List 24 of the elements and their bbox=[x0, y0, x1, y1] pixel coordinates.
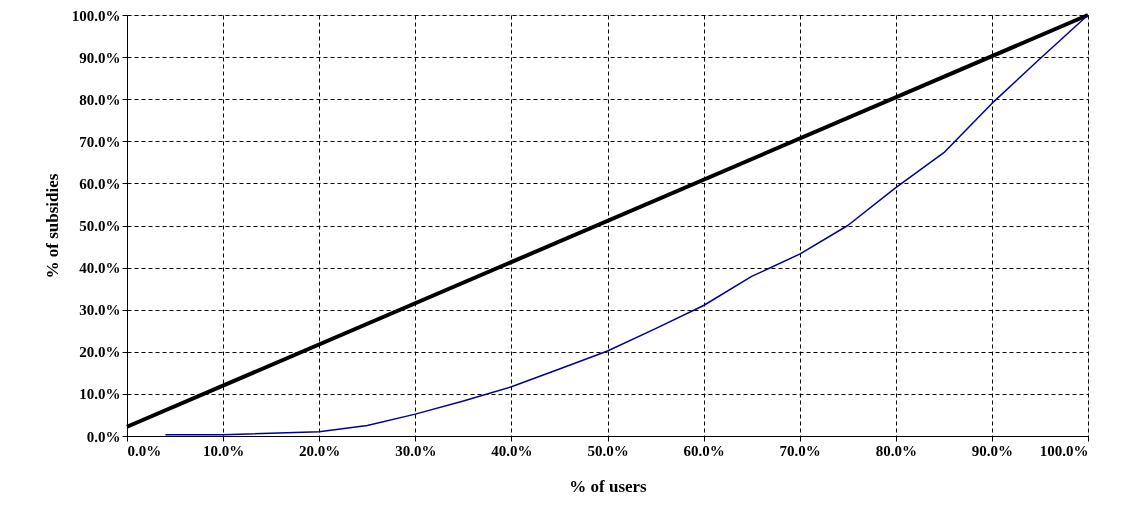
y-tick-label: 90.0% bbox=[79, 49, 121, 66]
y-tick-label: 0.0% bbox=[86, 428, 121, 445]
y-axis-title: % of subsidies bbox=[42, 173, 62, 279]
y-tick-label: 20.0% bbox=[79, 344, 121, 361]
x-tick-label: 100.0% bbox=[1039, 442, 1089, 459]
x-tick-label: 40.0% bbox=[491, 442, 533, 459]
y-tick-label: 80.0% bbox=[79, 91, 121, 108]
y-tick-label: 10.0% bbox=[79, 386, 121, 403]
y-tick-label: 70.0% bbox=[79, 133, 121, 150]
x-tick-label: 20.0% bbox=[299, 442, 341, 459]
y-tick-label: 50.0% bbox=[79, 218, 121, 234]
x-tick-label: 0.0% bbox=[127, 442, 162, 459]
y-tick-label: 40.0% bbox=[79, 260, 121, 277]
x-tick-label: 60.0% bbox=[683, 442, 725, 459]
x-tick-label: 70.0% bbox=[779, 442, 821, 459]
x-axis-title: % of users bbox=[569, 476, 648, 496]
y-tick-label: 100.0% bbox=[71, 7, 121, 24]
x-tick-label: 90.0% bbox=[971, 442, 1014, 459]
x-tick-label: 30.0% bbox=[395, 442, 437, 459]
x-tick-label: 50.0% bbox=[587, 442, 629, 459]
y-tick-label: 60.0% bbox=[79, 175, 121, 192]
x-tick-label: 10.0% bbox=[202, 442, 245, 459]
y-tick-label: 30.0% bbox=[79, 302, 121, 319]
x-tick-label: 80.0% bbox=[875, 442, 917, 459]
